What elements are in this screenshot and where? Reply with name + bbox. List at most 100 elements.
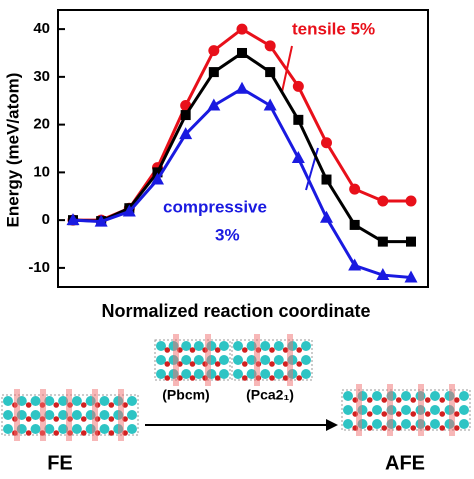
point: [151, 172, 164, 185]
atom-cation: [343, 391, 353, 401]
polarization-bar: [356, 384, 362, 436]
atom-oxygen: [80, 430, 87, 436]
atom-cation: [156, 341, 166, 351]
atom-oxygen: [366, 397, 373, 403]
atom-cation: [430, 391, 440, 401]
atom-oxygen: [164, 347, 171, 353]
atom-cation: [301, 369, 311, 379]
atom-cation: [30, 396, 41, 406]
atom-oxygen: [164, 361, 171, 367]
point: [291, 151, 305, 164]
atom-oxygen: [296, 361, 303, 367]
atom-oxygen: [189, 375, 196, 381]
atom-cation: [233, 341, 243, 351]
polarization-bar: [387, 384, 393, 436]
atom-oxygen: [453, 425, 460, 431]
atom-cation: [3, 410, 13, 420]
atom-cation: [71, 424, 82, 434]
point: [207, 98, 221, 111]
atom-cation: [372, 419, 382, 429]
atom-oxygen: [214, 375, 221, 381]
polarization-bar: [287, 334, 293, 386]
atom-cation: [260, 341, 271, 351]
atom-oxygen: [242, 375, 248, 381]
point: [376, 268, 390, 281]
polarization-bar: [66, 389, 72, 441]
atom-cation: [459, 405, 469, 415]
atom-oxygen: [53, 430, 60, 436]
point: [265, 67, 276, 78]
polarization-bar: [173, 334, 179, 386]
y-axis-label: Energy (meV/atom): [3, 73, 22, 228]
atom-cation: [3, 424, 13, 434]
point: [321, 174, 332, 185]
atom-cation: [99, 396, 110, 406]
atom-oxygen: [214, 361, 221, 367]
atom-oxygen: [439, 397, 446, 403]
point: [405, 195, 417, 207]
atom-cation: [58, 410, 69, 420]
atom-oxygen: [410, 425, 417, 431]
atom-oxygen: [242, 361, 248, 367]
atom-oxygen: [381, 425, 388, 431]
annotation: 3%: [215, 225, 240, 244]
atom-oxygen: [296, 347, 303, 353]
point: [377, 195, 389, 207]
atom-cation: [193, 341, 204, 351]
atom-cation: [301, 355, 311, 365]
atom-oxygen: [395, 411, 402, 417]
atom-oxygen: [25, 402, 32, 408]
polarization-bar: [118, 389, 124, 441]
atom-oxygen: [25, 430, 32, 436]
atom-oxygen: [164, 375, 171, 381]
atom-oxygen: [80, 402, 87, 408]
atom-cation: [401, 391, 411, 401]
y-tick-label: 0: [42, 211, 50, 228]
atom-oxygen: [108, 430, 115, 436]
atom-cation: [127, 410, 137, 420]
polarization-bar: [92, 389, 98, 441]
atom-oxygen: [381, 411, 388, 417]
atom-cation: [260, 355, 271, 365]
point: [406, 236, 416, 247]
point: [237, 47, 247, 58]
atom-cation: [430, 419, 440, 429]
atom-cation: [127, 424, 137, 434]
atom-oxygen: [453, 411, 460, 417]
polarization-bar: [449, 384, 455, 436]
point: [263, 98, 277, 111]
polarization-bar: [205, 334, 211, 386]
atom-oxygen: [424, 425, 431, 431]
polarization-bar: [418, 384, 424, 436]
point: [292, 80, 304, 92]
slab-outline: [154, 339, 231, 381]
point: [152, 167, 163, 178]
y-tick-label: 30: [33, 68, 50, 85]
polarization-bar: [14, 389, 20, 441]
point: [208, 45, 220, 57]
atom-oxygen: [214, 347, 221, 353]
atom-cation: [219, 355, 229, 365]
atom-oxygen: [269, 375, 275, 381]
point: [349, 219, 360, 230]
atom-cation: [71, 410, 82, 420]
atom-cation: [181, 341, 192, 351]
atom-cation: [372, 391, 382, 401]
point: [66, 213, 80, 226]
atom-cation: [30, 410, 41, 420]
annotation: tensile 5%: [292, 19, 375, 38]
atom-oxygen: [424, 397, 431, 403]
atom-oxygen: [439, 411, 446, 417]
atom-oxygen: [189, 361, 196, 367]
atom-cation: [127, 396, 137, 406]
structure-label: FE: [47, 452, 73, 474]
atom-oxygen: [424, 411, 431, 417]
atom-oxygen: [395, 397, 402, 403]
atom-cation: [260, 369, 271, 379]
point: [235, 81, 249, 94]
atom-cation: [181, 355, 192, 365]
atom-oxygen: [395, 425, 402, 431]
atom-oxygen: [53, 402, 60, 408]
atom-oxygen: [25, 416, 32, 422]
structure-label: (Pbcm): [162, 387, 209, 403]
